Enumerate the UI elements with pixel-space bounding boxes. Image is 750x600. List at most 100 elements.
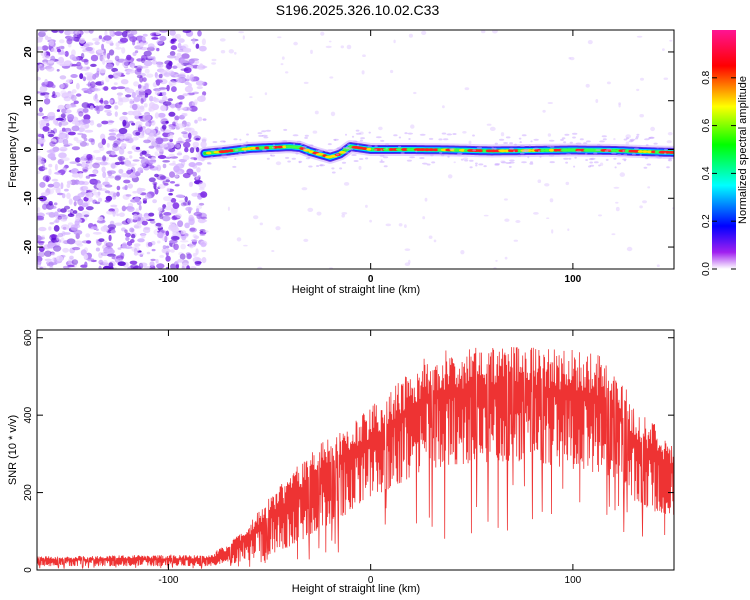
ridge-halo xyxy=(509,159,515,162)
speckle xyxy=(669,39,673,42)
noise-blob xyxy=(147,43,155,49)
noise-blob xyxy=(191,101,198,107)
ridge-halo xyxy=(549,161,555,164)
noise-blob xyxy=(184,196,188,203)
noise-blob xyxy=(159,175,167,180)
ridge-halo xyxy=(327,143,332,146)
noise-blob xyxy=(159,235,163,239)
noise-blob xyxy=(184,147,189,153)
speckle xyxy=(504,218,510,222)
noise-blob xyxy=(89,178,96,184)
speckle xyxy=(242,35,245,40)
noise-blob xyxy=(42,266,47,269)
speckle xyxy=(275,226,281,231)
ridge-peak xyxy=(228,149,234,153)
noise-blob xyxy=(42,167,48,170)
noise-blob xyxy=(112,143,118,148)
noise-blob xyxy=(151,140,159,148)
noise-blob xyxy=(134,66,143,70)
noise-blob xyxy=(201,249,207,253)
noise-blob xyxy=(175,194,185,198)
noise-blob xyxy=(49,40,55,47)
ridge-halo xyxy=(415,150,418,153)
noise-blob xyxy=(166,187,171,192)
noise-blob xyxy=(95,201,101,205)
noise-blob xyxy=(94,161,102,165)
noise-blob xyxy=(69,54,76,60)
ridge-peak xyxy=(560,148,570,152)
noise-blob xyxy=(160,105,167,112)
noise-blob xyxy=(132,36,136,43)
noise-blob xyxy=(189,147,195,154)
noise-blob xyxy=(114,161,121,166)
noise-blob xyxy=(165,120,169,124)
noise-blob xyxy=(108,234,112,242)
noise-blob xyxy=(67,114,75,121)
noise-blob xyxy=(197,116,203,122)
ridge-halo xyxy=(645,144,649,147)
ridge-halo xyxy=(527,156,530,159)
noise-blob xyxy=(133,213,138,221)
noise-blob xyxy=(92,88,101,92)
ridge-halo xyxy=(644,157,649,160)
ridge-halo xyxy=(483,165,487,168)
top-xtick-label: 0 xyxy=(368,274,374,285)
ridge-halo xyxy=(245,141,249,144)
ridge-halo xyxy=(232,165,237,168)
ridge-halo xyxy=(518,137,522,140)
ridge-halo xyxy=(212,141,218,143)
noise-blob xyxy=(180,58,186,64)
ridge-halo xyxy=(520,152,525,155)
ridge-halo xyxy=(339,167,343,170)
noise-blob xyxy=(201,219,208,222)
noise-blob xyxy=(49,141,56,147)
speckle xyxy=(361,70,365,75)
ridge-halo xyxy=(360,137,365,140)
noise-blob xyxy=(194,261,202,264)
ridge-halo xyxy=(342,146,346,149)
ridge-halo xyxy=(265,129,272,132)
speckle xyxy=(293,41,298,46)
noise-blob xyxy=(90,54,99,62)
noise-blob xyxy=(198,202,205,206)
noise-blob xyxy=(148,132,155,140)
ridge-halo xyxy=(344,151,350,154)
noise-blob xyxy=(99,146,105,151)
noise-blob xyxy=(43,117,51,122)
ridge-peak xyxy=(285,145,293,149)
noise-blob xyxy=(157,155,167,159)
noise-blob xyxy=(156,263,165,269)
ridge-halo xyxy=(385,143,389,146)
noise-blob xyxy=(181,131,188,135)
ridge-halo xyxy=(219,140,226,143)
noise-blob xyxy=(71,173,81,178)
noise-blob xyxy=(67,90,72,94)
noise-blob xyxy=(146,56,154,59)
noise-blob xyxy=(144,92,149,98)
noise-blob xyxy=(45,176,50,183)
noise-blob xyxy=(38,246,45,253)
noise-blob xyxy=(101,166,106,173)
noise-blob xyxy=(93,149,101,154)
noise-blob xyxy=(162,215,171,222)
noise-blob xyxy=(131,91,136,98)
noise-blob xyxy=(60,208,67,213)
ridge-peak xyxy=(205,151,212,155)
noise-blob xyxy=(190,266,197,269)
speckle xyxy=(611,233,616,236)
noise-blob xyxy=(162,245,167,250)
noise-blob xyxy=(112,145,120,152)
noise-blob xyxy=(146,127,151,134)
ridge-halo xyxy=(472,134,475,137)
noise-blob xyxy=(168,111,176,117)
noise-blob xyxy=(104,184,113,188)
noise-blob xyxy=(38,166,46,172)
noise-blob xyxy=(52,146,60,152)
noise-blob xyxy=(133,223,142,229)
noise-blob xyxy=(195,147,200,153)
noise-blob xyxy=(59,146,68,152)
noise-blob xyxy=(133,81,139,87)
speckle xyxy=(533,212,539,215)
noise-blob xyxy=(192,171,197,177)
ridge-halo xyxy=(409,156,416,159)
